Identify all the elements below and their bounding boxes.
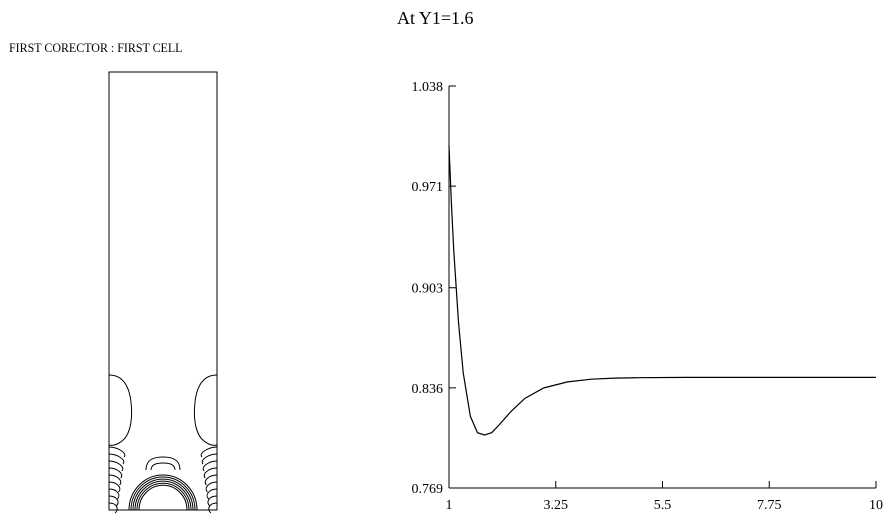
contour-line-right — [208, 502, 218, 514]
contour-line-right — [201, 453, 218, 465]
contour-line-left — [108, 488, 120, 500]
contour-line-left — [108, 467, 123, 479]
contour-line-center-small — [145, 456, 181, 471]
contour-stack-left — [108, 446, 126, 514]
contour-arch — [134, 480, 192, 511]
line-chart: 0.769 0.836 0.903 0.971 1.038 1 3.25 5.5 7.75 10 — [412, 80, 884, 513]
x-tick-label: 1 — [446, 498, 453, 513]
contour-line-right — [205, 481, 218, 493]
contour-line-left-upper — [108, 374, 133, 446]
series-line — [448, 145, 876, 436]
contour-line-right — [204, 474, 218, 486]
y-tick-label: 0.903 — [412, 282, 444, 297]
contour-arch — [132, 478, 194, 511]
contour-line-right — [200, 446, 218, 458]
contour-line-left — [108, 481, 121, 493]
x-tick-label: 7.75 — [757, 498, 782, 513]
contour-arch — [138, 484, 188, 511]
y-tick-label: 0.971 — [412, 180, 444, 195]
contour-line-right — [203, 467, 218, 479]
y-tick-label: 0.769 — [412, 482, 444, 497]
contour-line-left — [108, 474, 122, 486]
y-tick-label: 1.038 — [412, 80, 444, 95]
contour-stack-right — [200, 446, 218, 514]
y-tick-label: 0.836 — [412, 382, 444, 397]
contour-plot — [108, 71, 218, 514]
y-axis-ticks: 0.769 0.836 0.903 0.971 1.038 — [412, 80, 456, 497]
contour-line-left — [108, 446, 126, 458]
x-axis-ticks: 1 3.25 5.5 7.75 10 — [446, 481, 883, 513]
contour-line-right — [207, 495, 218, 507]
contour-line-left — [108, 460, 124, 472]
left-panel-title: FIRST CORECTOR : FIRST CELL — [9, 40, 183, 55]
contour-frame — [108, 71, 218, 511]
contour-line-left — [108, 502, 118, 514]
contour-arch — [130, 476, 196, 511]
contour-arch — [136, 482, 190, 511]
contour-line-left — [108, 453, 125, 465]
right-panel-title: At Y1=1.6 — [397, 8, 474, 28]
contour-line-right-upper — [193, 374, 218, 446]
contour-line-center-tiny — [150, 462, 176, 471]
contour-line-right — [206, 488, 218, 500]
x-tick-label: 10 — [869, 498, 883, 513]
contour-arch — [128, 474, 198, 511]
x-tick-label: 5.5 — [654, 498, 672, 513]
x-tick-label: 3.25 — [544, 498, 569, 513]
contour-line-left — [108, 495, 119, 507]
contour-line-right — [202, 460, 218, 472]
